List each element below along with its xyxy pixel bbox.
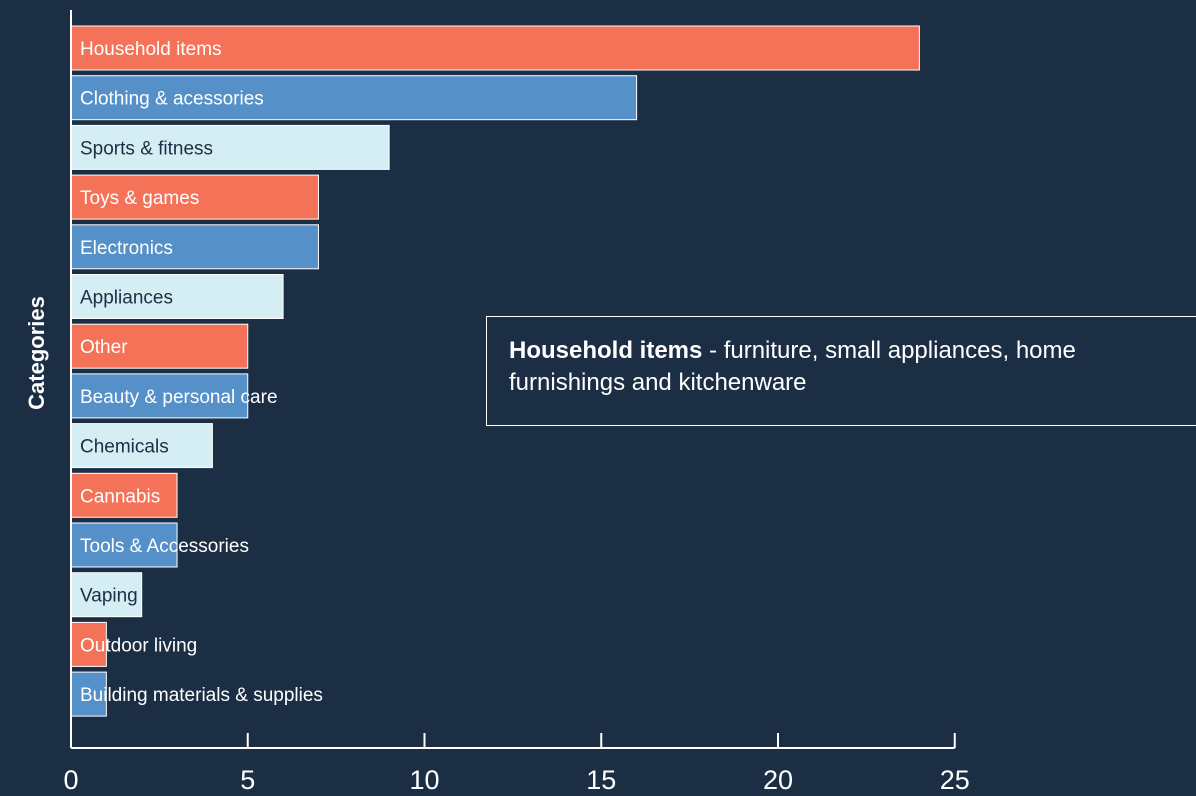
bar-label-toys-and-games: Toys & games xyxy=(80,188,199,209)
x-tick-label-0: 0 xyxy=(63,765,78,795)
bar-outdoor-living xyxy=(70,621,107,667)
bar-label-household-items: Household items xyxy=(80,39,222,60)
bar-other xyxy=(70,323,249,369)
bar-toys-and-games xyxy=(70,174,319,220)
bar-label-electronics: Electronics xyxy=(80,238,173,259)
bar-label-vaping-and-tobacco: Vaping & tobacco xyxy=(80,586,228,607)
y-axis-label: Categories xyxy=(24,296,49,410)
bar-label-cannabis: Cannabis xyxy=(80,486,160,507)
bar-label-tools-and-accessories: Tools & Accessories xyxy=(80,536,249,557)
x-tick-label-15: 15 xyxy=(586,765,616,795)
bar-label-outdoor-living: Outdoor living xyxy=(80,635,197,656)
bar-sports-and-fitness xyxy=(70,124,390,170)
bar-household-items xyxy=(70,25,920,71)
bar-beauty-and-personal-care xyxy=(70,373,249,419)
bar-label-appliances: Appliances xyxy=(80,288,173,309)
bar-tools-and-accessories xyxy=(70,522,178,568)
bar-label-beauty-and-personal-care: Beauty & personal care xyxy=(80,387,278,408)
bars-group: Household items Clothing & acessories Spor… xyxy=(70,25,920,717)
bar-label-clothing-and-acessories: Clothing & acessories xyxy=(80,89,264,110)
bar-label-chemicals: Chemicals xyxy=(80,437,169,458)
x-tick-label-5: 5 xyxy=(240,765,255,795)
annotation-text: - furniture, small appliances, home furn… xyxy=(509,337,1076,396)
annotation-box: Household items - furniture, small appli… xyxy=(486,316,1196,426)
x-tick-label-20: 20 xyxy=(763,765,793,795)
bar-cannabis xyxy=(70,472,178,518)
bar-label-other: Other xyxy=(80,337,128,358)
x-tick-label-10: 10 xyxy=(409,765,439,795)
annotation-bold-text: Household items xyxy=(509,337,703,364)
bar-clothing-and-acessories xyxy=(70,75,638,121)
bar-chemicals xyxy=(70,423,213,469)
bar-label-building-materials-and-supplies: Building materials & supplies xyxy=(80,685,323,706)
bar-vaping-and-tobacco xyxy=(70,572,143,618)
bar-electronics xyxy=(70,224,319,270)
bar-label-sports-and-fitness: Sports & fitness xyxy=(80,138,213,159)
x-tick-label-25: 25 xyxy=(940,765,970,795)
bar-building-materials-and-supplies xyxy=(70,671,107,717)
axes-group: 0 5 10 15 20 25 xyxy=(63,10,970,795)
bar-appliances xyxy=(70,274,284,319)
